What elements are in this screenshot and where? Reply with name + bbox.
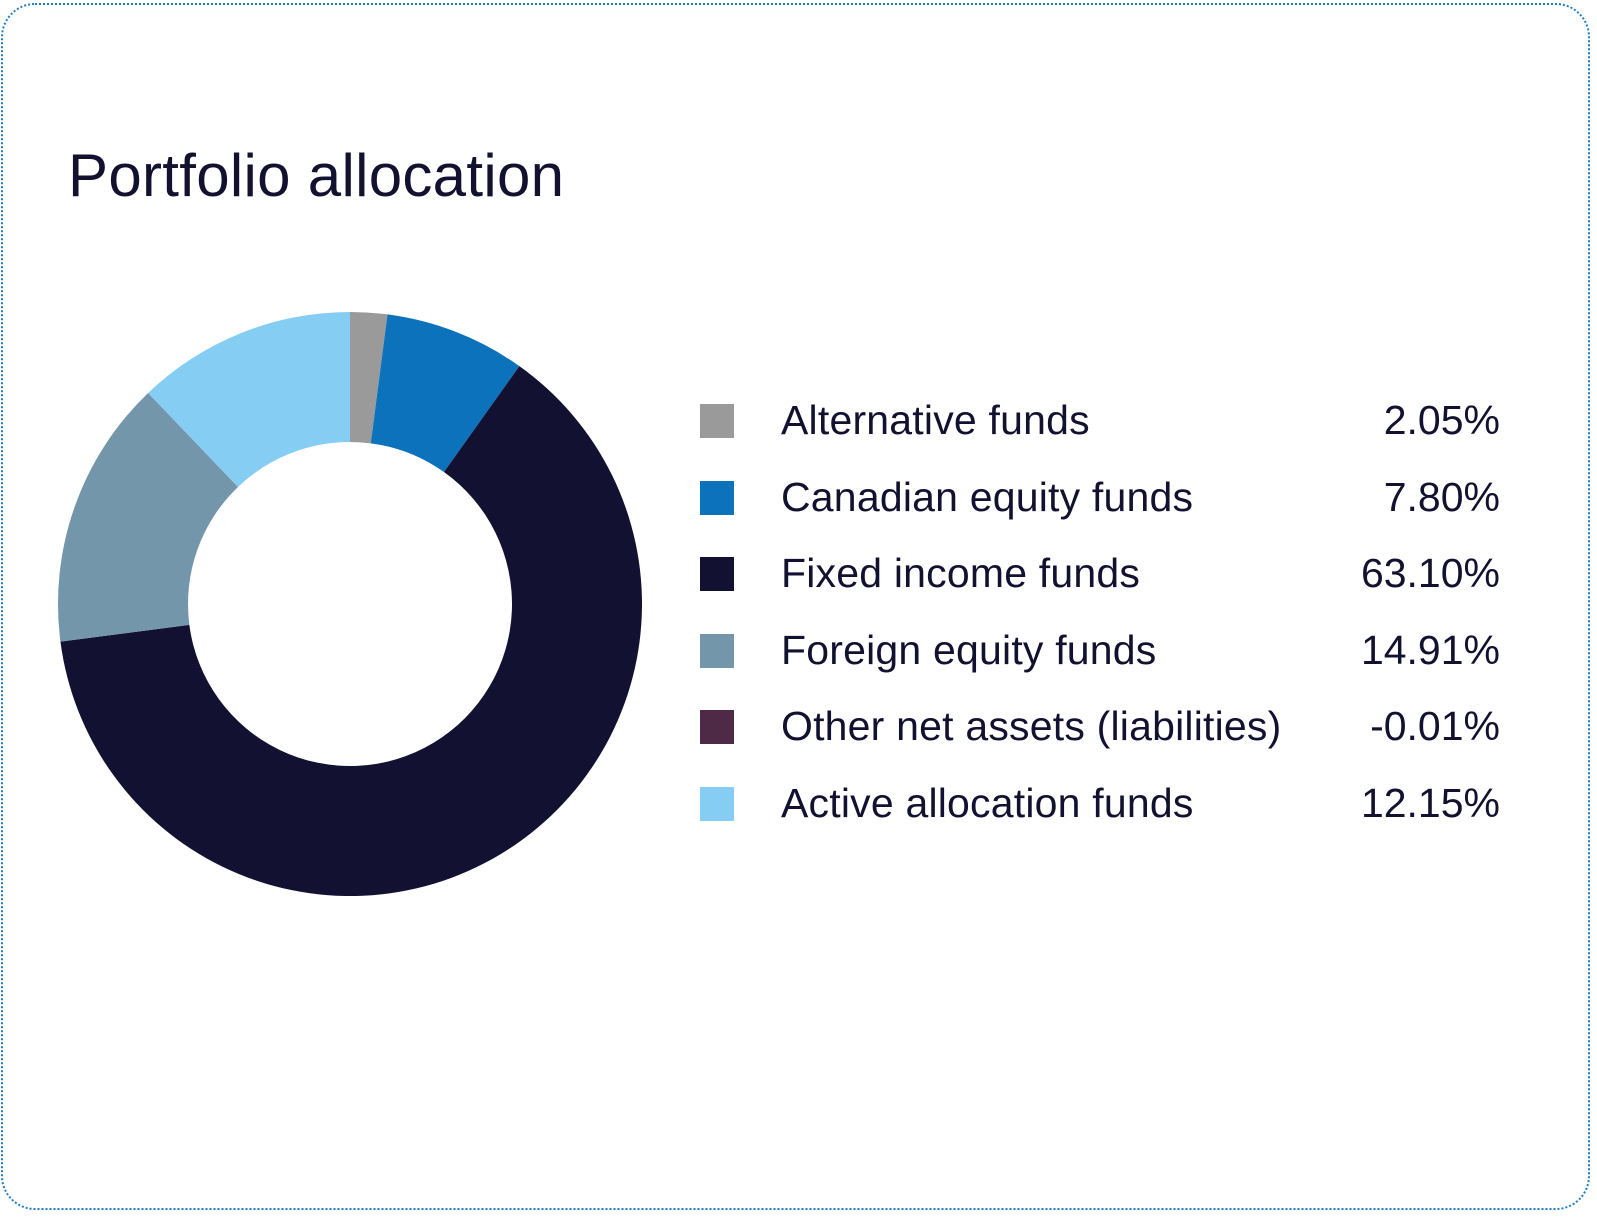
donut-slice-foreign-equity-funds bbox=[57, 393, 239, 642]
donut-slice-canadian-equity-funds bbox=[370, 314, 520, 473]
donut-slice-fixed-income-funds bbox=[60, 366, 642, 896]
donut-slice-active-allocation-funds bbox=[148, 312, 350, 487]
donut-slice-alternative-funds bbox=[350, 312, 388, 444]
chart-title: Portfolio allocation bbox=[68, 142, 565, 209]
allocation-card: Portfolio allocation bbox=[1, 3, 1590, 1210]
